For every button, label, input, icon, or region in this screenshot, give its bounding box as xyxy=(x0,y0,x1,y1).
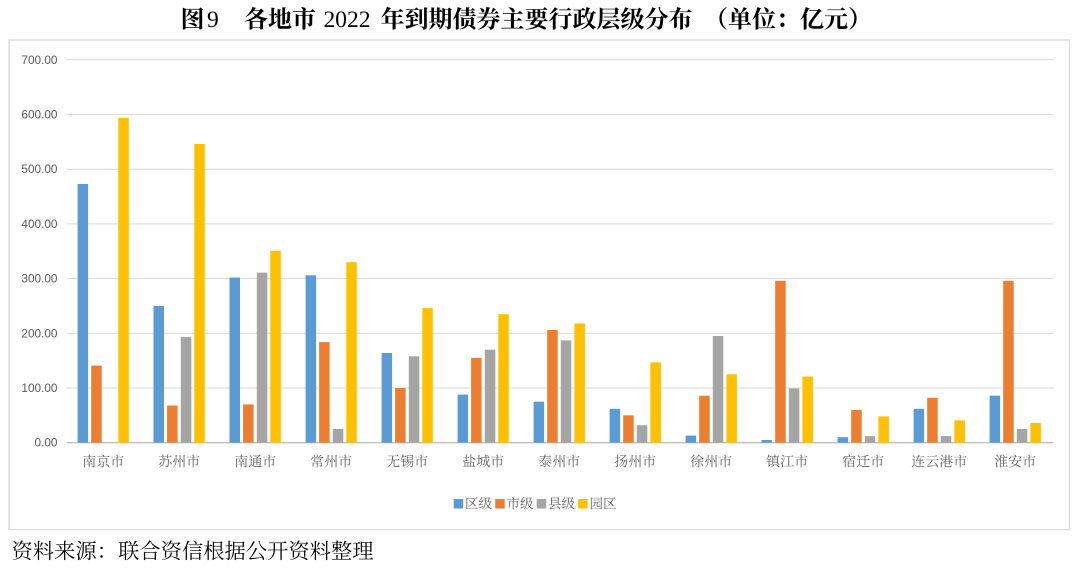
svg-text:0.00: 0.00 xyxy=(35,436,58,450)
svg-text:100.00: 100.00 xyxy=(21,381,58,395)
svg-text:600.00: 600.00 xyxy=(21,108,58,122)
svg-text:500.00: 500.00 xyxy=(21,162,58,176)
svg-text:400.00: 400.00 xyxy=(21,217,58,231)
svg-text:200.00: 200.00 xyxy=(21,326,58,340)
svg-text:300.00: 300.00 xyxy=(21,272,58,286)
svg-text:700.00: 700.00 xyxy=(21,53,58,67)
